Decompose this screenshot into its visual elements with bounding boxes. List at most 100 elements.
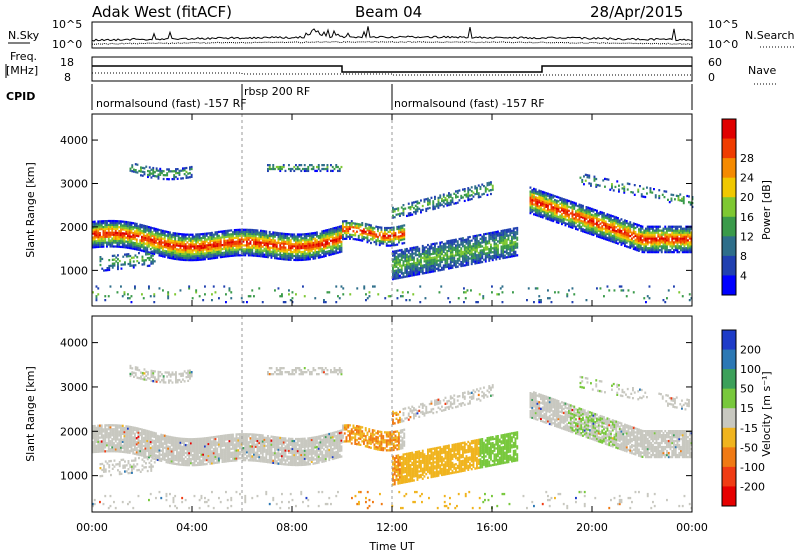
echo-cell (434, 262, 436, 265)
echo-cell (470, 197, 473, 201)
echo-cell (465, 256, 468, 259)
echo-cell (432, 256, 435, 259)
echo-cell (409, 262, 412, 266)
echo-cell (554, 195, 556, 198)
echo-cell (428, 257, 431, 260)
echo-cell (418, 253, 421, 256)
echo-cell (326, 167, 329, 171)
echo-cell (288, 241, 290, 244)
echo-cell (460, 253, 463, 256)
echo-cell (167, 254, 170, 257)
echo-cell (190, 239, 192, 242)
echo-cell (128, 241, 131, 244)
echo-cell (104, 239, 107, 242)
echo-cell (183, 258, 185, 262)
echo-cell (449, 255, 452, 258)
echo-cell (305, 244, 308, 247)
echo-cell (463, 246, 466, 249)
echo-cell (646, 225, 649, 228)
echo-cell (160, 243, 163, 246)
echo-cell (370, 238, 372, 241)
echo-cell (555, 219, 558, 222)
echo-cell (159, 171, 162, 174)
echo-cell (502, 239, 505, 242)
echo-cell (385, 228, 388, 232)
echo-cell (153, 247, 156, 250)
echo-cell (350, 224, 353, 227)
echo-cell (683, 237, 686, 240)
echo-cell (198, 235, 201, 238)
echo-cell (377, 227, 379, 231)
echo-cell (648, 251, 651, 254)
echo-cell (127, 238, 129, 242)
echo-cell (478, 293, 481, 296)
echo-cell (152, 258, 154, 261)
echo-cell (300, 237, 303, 240)
echo-cell (488, 247, 491, 251)
echo-cell (401, 234, 404, 237)
echo-cell (143, 259, 146, 262)
echo-cell (345, 231, 348, 235)
echo-cell (293, 169, 296, 173)
colorbar-tick-label: 12 (740, 230, 754, 243)
echo-cell (184, 247, 187, 250)
echo-cell (597, 233, 600, 236)
echo-cell (260, 233, 262, 236)
echo-cell (331, 251, 334, 254)
echo-cell (130, 295, 133, 298)
echo-cell (655, 251, 658, 254)
echo-cell (462, 237, 464, 240)
echo-cell (111, 227, 114, 230)
echo-cell (646, 237, 649, 240)
echo-cell (652, 235, 654, 238)
echo-cell (131, 256, 133, 259)
echo-cell (416, 202, 419, 205)
echo-cell (307, 248, 310, 251)
echo-cell (104, 295, 107, 298)
echo-cell (511, 253, 513, 256)
echo-cell (421, 256, 424, 259)
echo-cell (135, 222, 138, 226)
echo-cell (204, 234, 206, 237)
echo-cell (328, 252, 331, 255)
echo-cell (370, 241, 372, 245)
echo-cell (617, 222, 619, 226)
echo-cell (169, 235, 171, 238)
echo-cell (197, 256, 199, 260)
echo-cell (288, 256, 290, 259)
echo-cell (395, 271, 398, 274)
echo-cell (198, 237, 201, 240)
echo-cell (93, 448, 96, 452)
echo-cell (608, 233, 611, 236)
echo-cell (400, 250, 403, 254)
echo-cell (491, 285, 493, 288)
echo-cell (430, 262, 433, 266)
echo-cell (648, 235, 651, 238)
echo-cell (218, 238, 220, 241)
echo-cell (221, 236, 224, 239)
echo-cell (624, 221, 626, 224)
echo-cell (377, 293, 380, 296)
echo-cell (387, 226, 390, 230)
echo-cell (421, 266, 424, 269)
echo-cell (211, 237, 213, 240)
echo-cell (97, 234, 100, 237)
echo-cell (608, 229, 611, 232)
echo-cell (637, 190, 640, 193)
echo-cell (146, 235, 149, 238)
echo-cell (130, 223, 133, 226)
echo-cell (310, 232, 313, 235)
echo-cell (303, 233, 306, 236)
echo-cell (117, 258, 119, 261)
echo-cell (645, 241, 647, 244)
echo-cell (123, 246, 126, 249)
echo-cell (342, 237, 344, 241)
echo-cell (113, 245, 115, 248)
echo-cell (516, 228, 519, 232)
echo-cell (107, 231, 110, 234)
echo-cell (296, 243, 299, 246)
echo-cell (641, 250, 644, 254)
echo-cell (143, 173, 146, 176)
echo-cell (598, 184, 601, 187)
